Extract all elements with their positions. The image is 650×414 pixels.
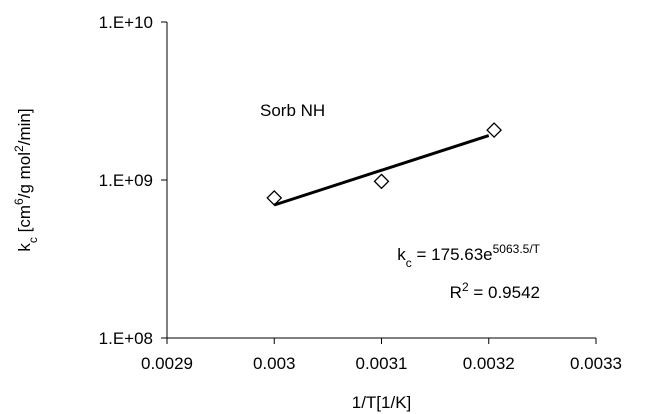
y-axis-title-part: 6 (12, 198, 26, 205)
y-axis-title-part: 2 (12, 145, 26, 152)
r-squared: R2 = 0.9542 (450, 280, 540, 302)
y-tick-label: 1.E+09 (99, 171, 153, 190)
y-axis-title-part: c (26, 237, 40, 243)
r-squared-part: = 0.9542 (469, 283, 540, 302)
y-tick-label: 1.E+08 (99, 329, 153, 348)
x-tick-label: 0.0031 (356, 354, 408, 373)
x-axis-title-part: 1/T[1/K] (352, 393, 412, 412)
equation-part: c (406, 256, 412, 270)
equation-part: k (397, 245, 406, 264)
series-label: Sorb NH (260, 101, 325, 120)
y-tick-label: 1.E+10 (99, 13, 153, 32)
x-tick-label: 0.0032 (463, 354, 515, 373)
y-axis-title-part: /min] (15, 108, 34, 145)
data-point (486, 122, 503, 138)
equation-part: 5063.5/T (493, 242, 541, 256)
y-axis-title-part: /g mol (15, 152, 34, 198)
data-point (373, 173, 390, 190)
x-tick-label: 0.003 (253, 354, 296, 373)
x-tick-label: 0.0029 (141, 354, 193, 373)
equation: kc = 175.63e5063.5/T (397, 242, 540, 270)
r-squared-part: 2 (462, 280, 469, 294)
trendline (273, 134, 490, 207)
x-tick-label: 0.0033 (570, 354, 622, 373)
r-squared-part: R (450, 283, 462, 302)
x-axis-title: 1/T[1/K] (352, 393, 412, 412)
equation-part: = 175.63e (412, 245, 493, 264)
y-axis-title: kc [cm6/g mol2/min] (12, 108, 40, 251)
y-axis-title-part: [cm (15, 205, 34, 237)
y-axis-title-part: k (15, 243, 34, 252)
